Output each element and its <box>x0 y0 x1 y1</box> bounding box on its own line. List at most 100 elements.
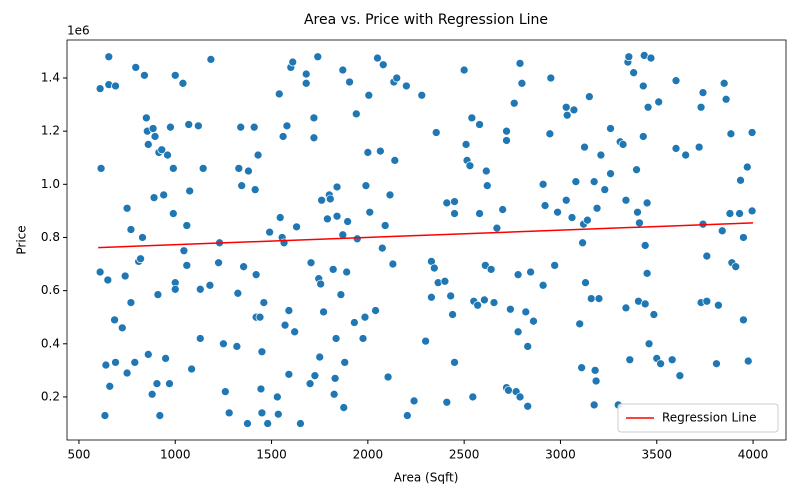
scatter-point <box>104 52 114 62</box>
scatter-point <box>148 124 158 133</box>
scatter-point <box>256 384 266 394</box>
scatter-point <box>596 150 606 160</box>
scatter-point <box>234 164 244 173</box>
scatter-point <box>152 379 162 389</box>
scatter-point <box>698 88 708 97</box>
scatter-point <box>553 207 562 217</box>
scatter-point <box>161 354 170 363</box>
scatter-point <box>179 246 189 256</box>
y-axis-label: Price <box>15 225 29 254</box>
scatter-point <box>110 315 119 325</box>
scatter-point <box>578 238 587 248</box>
scatter-point <box>702 296 712 306</box>
scatter-point <box>309 113 319 123</box>
scatter-point <box>546 73 556 83</box>
scatter-point <box>220 387 230 396</box>
scatter-point <box>131 63 141 72</box>
scatter-point <box>111 81 120 91</box>
scatter-point <box>290 327 300 337</box>
axes-frame <box>66 39 787 441</box>
scatter-point <box>239 262 248 272</box>
scatter-point <box>219 339 228 349</box>
scatter-point <box>446 291 456 301</box>
scatter-point <box>364 90 374 100</box>
scatter-point <box>149 193 159 202</box>
scatter-point <box>725 209 735 218</box>
y-tick-label: 0.6 <box>41 283 60 297</box>
scatter-point <box>473 300 482 310</box>
scatter-point <box>168 209 178 218</box>
scatter-point <box>336 290 346 299</box>
scatter-point <box>332 182 342 192</box>
scatter-point <box>561 195 571 205</box>
scatter-point <box>323 214 332 224</box>
scatter-point <box>747 206 757 216</box>
scatter-point <box>328 265 338 274</box>
scatter-point <box>642 269 652 278</box>
scatter-point <box>214 258 223 268</box>
scatter-point <box>486 265 496 274</box>
chart-title: Area vs. Price with Regression Line <box>304 12 548 28</box>
scatter-point <box>130 358 140 367</box>
scatter-point <box>515 392 525 402</box>
scatter-point <box>185 186 195 196</box>
scatter-point <box>383 372 393 382</box>
scatter-point <box>504 385 513 395</box>
scatter-point <box>635 218 644 228</box>
scatter-point <box>513 327 523 337</box>
scatter-point <box>178 78 188 88</box>
scatter-point <box>284 370 294 379</box>
scatter-point <box>257 347 267 357</box>
scatter-point <box>195 284 205 294</box>
scatter-point <box>402 81 411 91</box>
scatter-point <box>376 146 385 156</box>
scatter-point <box>644 339 654 349</box>
scatter-point <box>656 359 665 369</box>
scatter-point <box>721 94 731 104</box>
scatter-point <box>126 298 136 307</box>
scatter-point <box>392 73 402 83</box>
scatter-point <box>363 148 373 157</box>
scatter-point <box>378 60 388 70</box>
scatter-point <box>317 195 326 205</box>
scatter-point <box>237 181 247 190</box>
scatter-point <box>654 97 664 107</box>
scatter-point <box>301 69 311 79</box>
scatter-point <box>459 65 469 75</box>
scatter-point <box>584 92 594 101</box>
scatter-point <box>170 284 180 294</box>
scatter-point <box>421 336 430 346</box>
scatter-point <box>492 223 502 233</box>
scatter-point <box>126 225 136 234</box>
scatter-point <box>140 70 149 80</box>
x-tick-label: 1000 <box>160 448 191 462</box>
scatter-point <box>272 392 282 402</box>
scatter-point <box>606 169 615 179</box>
scatter-point <box>329 389 339 399</box>
scatter-point <box>606 124 615 133</box>
scatter-point <box>330 373 340 383</box>
scatter-point <box>540 201 550 210</box>
scatter-point <box>736 175 745 185</box>
scatter-point <box>675 371 685 381</box>
scatter-point <box>111 358 120 367</box>
scatter-point <box>136 254 145 264</box>
scatter-point <box>696 102 706 112</box>
scatter-point <box>316 279 326 289</box>
scatter-point <box>315 352 325 362</box>
scatter-point <box>640 241 650 250</box>
scatter-point <box>550 261 560 270</box>
scatter-point <box>624 52 634 62</box>
scatter-point <box>450 358 459 367</box>
y-offset-label: 1e6 <box>67 24 90 38</box>
scatter-point <box>265 227 274 237</box>
scatter-point <box>480 295 489 305</box>
scatter-point <box>331 334 341 343</box>
scatter-point <box>719 78 729 88</box>
scatter-point <box>625 355 635 365</box>
scatter-point <box>306 258 316 268</box>
scatter-point <box>502 136 511 145</box>
scatter-point <box>567 213 577 222</box>
scatter-point <box>345 77 354 87</box>
scatter-point <box>591 376 601 386</box>
